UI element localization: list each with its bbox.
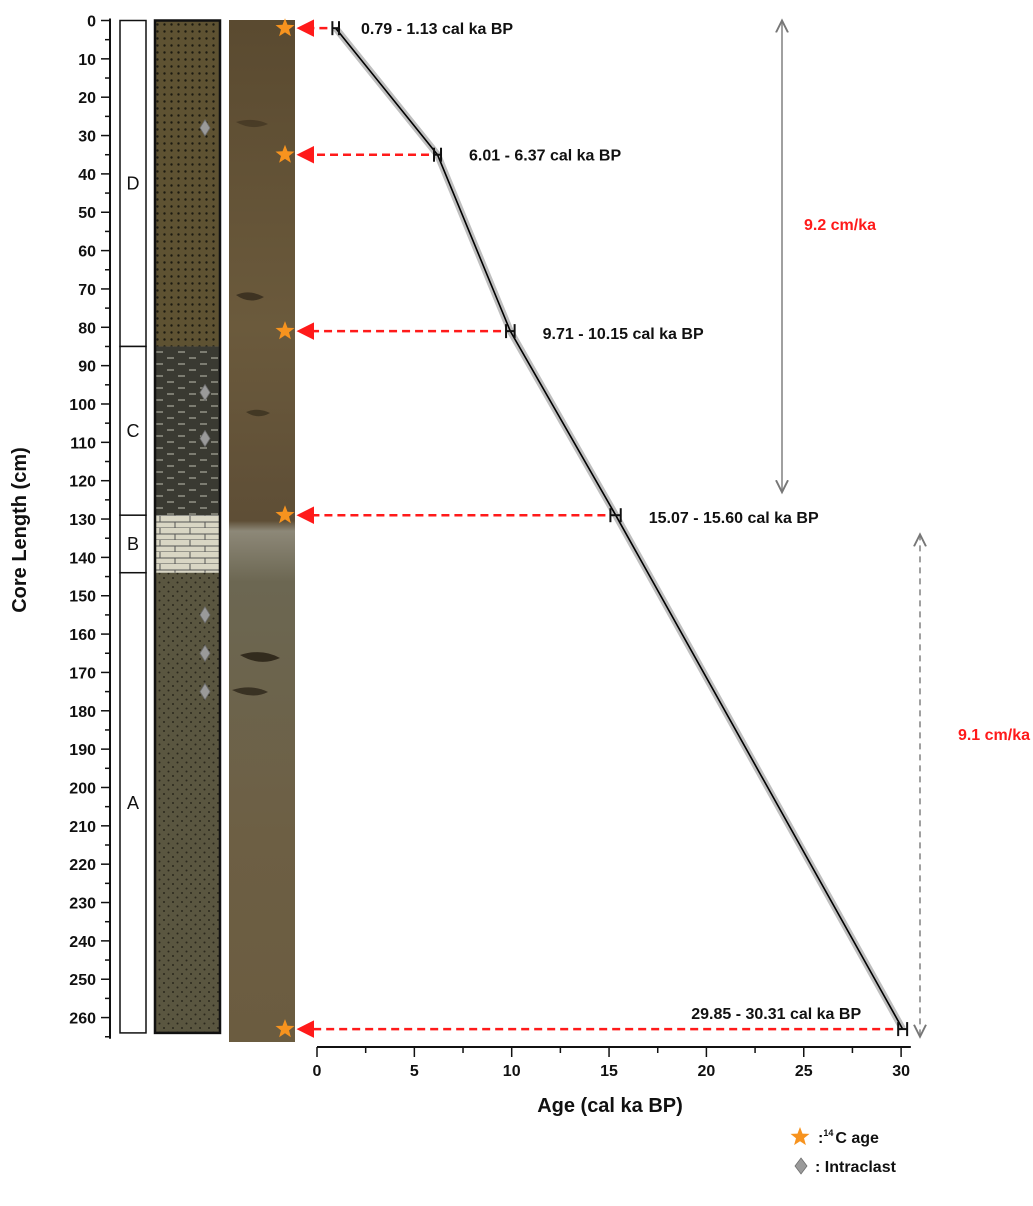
y-tick-label: 260 xyxy=(69,1011,96,1028)
y-tick-label: 120 xyxy=(69,474,96,491)
y-tick-label: 160 xyxy=(69,627,96,644)
age-axis: 0 5 10 15 20 25 30 xyxy=(313,1046,911,1080)
y-axis-title: Core Length (cm) xyxy=(9,447,31,613)
unit-box-D xyxy=(119,19,147,348)
unit-label-D: D xyxy=(127,173,140,193)
y-tick-label: 90 xyxy=(78,359,96,376)
unit-box-A xyxy=(119,571,147,1034)
y-tick-label: 110 xyxy=(70,435,96,452)
y-tick-label: 40 xyxy=(78,167,96,184)
y-tick-label: 30 xyxy=(78,129,96,146)
intraclast-diamond-4 xyxy=(199,606,211,624)
y-tick-label: 60 xyxy=(78,244,96,261)
unit-label-B: B xyxy=(127,534,139,554)
core-photo xyxy=(229,20,295,1042)
x-tick-label: 5 xyxy=(410,1063,419,1080)
intraclast-diamond-2 xyxy=(199,383,211,402)
legend-intraclast-label: : Intraclast xyxy=(815,1159,897,1176)
lithology-A xyxy=(155,572,220,1033)
y-tick-label: 230 xyxy=(69,896,96,913)
date-label-4: 15.07 - 15.60 cal ka BP xyxy=(649,510,819,527)
x-tick-label: 0 xyxy=(313,1063,322,1080)
date-label-1: 0.79 - 1.13 cal ka BP xyxy=(361,21,513,38)
y-tick-label: 20 xyxy=(78,90,96,107)
y-tick-label: 190 xyxy=(69,742,96,759)
intraclast-diamond-1 xyxy=(199,119,211,137)
date-label-5: 29.85 - 30.31 cal ka BP xyxy=(691,1006,861,1023)
lithology-D xyxy=(155,20,220,347)
legend: :14 C age : Intraclast xyxy=(790,1127,897,1176)
y-tick-label: 180 xyxy=(69,704,96,721)
c14-star-5 xyxy=(275,1019,295,1038)
lithology-units: D C B A xyxy=(119,19,222,1035)
y-tick-label: 80 xyxy=(78,320,96,337)
y-tick-label: 100 xyxy=(69,397,96,414)
legend-star-icon xyxy=(790,1127,810,1146)
unit-box-C xyxy=(119,345,147,516)
y-tick-label: 10 xyxy=(78,52,96,69)
legend-c14-label: :14 C age xyxy=(818,1128,879,1147)
y-tick-label: 170 xyxy=(69,665,96,682)
core-length-axis: 0 10 20 30 40 50 60 70 80 90 100 110 120 130 140 150 160… xyxy=(69,14,111,1039)
curve-uncertainty-band xyxy=(332,26,906,1031)
y-tick-label: 0 xyxy=(87,14,96,31)
y-tick-label: 70 xyxy=(78,282,96,299)
age-depth-curve xyxy=(332,26,906,1031)
y-tick-label: 50 xyxy=(78,205,96,222)
c14-star-3 xyxy=(275,321,295,340)
x-axis-title: Age (cal ka BP) xyxy=(537,1095,683,1117)
radiocarbon-dates: 0.79 - 1.13 cal ka BP 6.01 - 6.37 cal ka … xyxy=(275,18,909,1038)
intraclast-diamond-5 xyxy=(199,644,211,663)
y-tick-label: 220 xyxy=(69,857,96,874)
intraclast-diamond-3 xyxy=(199,429,211,448)
x-tick-label: 25 xyxy=(795,1063,813,1080)
lithology-C xyxy=(155,346,220,516)
unit-label-A: A xyxy=(127,793,139,813)
y-tick-label: 210 xyxy=(69,819,96,836)
lithology-column-frame xyxy=(153,19,222,1035)
x-tick-label: 20 xyxy=(698,1063,716,1080)
rate-label-2: 9.1 cm/ka xyxy=(958,727,1030,744)
y-tick-label: 140 xyxy=(69,550,96,567)
x-tick-label: 10 xyxy=(503,1063,521,1080)
x-tick-label: 15 xyxy=(600,1063,618,1080)
y-tick-label: 150 xyxy=(69,589,96,606)
date-label-2: 6.01 - 6.37 cal ka BP xyxy=(469,148,621,165)
lithology-B xyxy=(155,515,220,573)
rate-label-1: 9.2 cm/ka xyxy=(804,217,876,234)
x-tick-label: 30 xyxy=(892,1063,910,1080)
y-tick-label: 240 xyxy=(69,934,96,951)
c14-star-4 xyxy=(275,505,295,524)
c14-star-1 xyxy=(275,18,295,37)
y-tick-label: 250 xyxy=(69,972,96,989)
date-label-3: 9.71 - 10.15 cal ka BP xyxy=(543,326,704,343)
intraclast-diamond-6 xyxy=(199,682,211,701)
sedimentation-rates: 9.2 cm/ka 9.1 cm/ka xyxy=(782,21,1030,1037)
unit-label-C: C xyxy=(127,421,140,441)
y-tick-label: 200 xyxy=(69,780,96,797)
legend-diamond-icon xyxy=(794,1157,808,1175)
y-tick-label: 130 xyxy=(69,512,96,529)
c14-star-2 xyxy=(275,144,295,163)
